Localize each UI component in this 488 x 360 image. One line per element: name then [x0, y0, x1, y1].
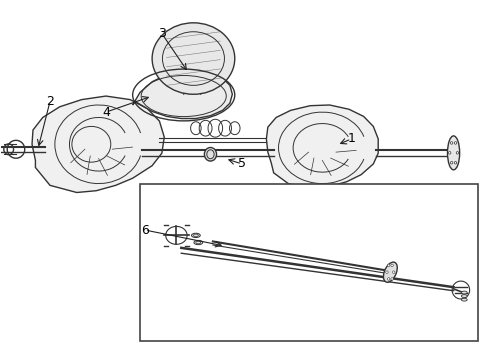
Ellipse shape	[386, 264, 389, 267]
Ellipse shape	[204, 148, 216, 161]
Ellipse shape	[194, 240, 202, 245]
Ellipse shape	[386, 278, 389, 280]
Ellipse shape	[449, 162, 452, 164]
Ellipse shape	[453, 162, 456, 164]
Text: 4: 4	[102, 105, 110, 119]
Ellipse shape	[460, 295, 466, 297]
Text: 5: 5	[238, 157, 245, 170]
PathPatch shape	[266, 105, 377, 189]
Ellipse shape	[455, 152, 458, 154]
PathPatch shape	[132, 70, 232, 118]
Ellipse shape	[383, 262, 396, 282]
Text: 2: 2	[46, 95, 54, 108]
Ellipse shape	[453, 142, 456, 144]
Ellipse shape	[460, 291, 466, 294]
Ellipse shape	[447, 152, 450, 154]
PathPatch shape	[32, 96, 164, 193]
Ellipse shape	[191, 233, 200, 238]
Text: 1: 1	[347, 132, 355, 145]
Text: 3: 3	[158, 27, 165, 40]
Bar	[140, 184, 477, 341]
Ellipse shape	[390, 264, 392, 267]
Ellipse shape	[385, 271, 387, 273]
Ellipse shape	[447, 136, 459, 170]
Ellipse shape	[390, 278, 392, 280]
Ellipse shape	[392, 271, 394, 273]
Text: 6: 6	[141, 224, 148, 237]
Ellipse shape	[152, 23, 234, 94]
Ellipse shape	[449, 142, 452, 144]
Ellipse shape	[460, 298, 466, 301]
